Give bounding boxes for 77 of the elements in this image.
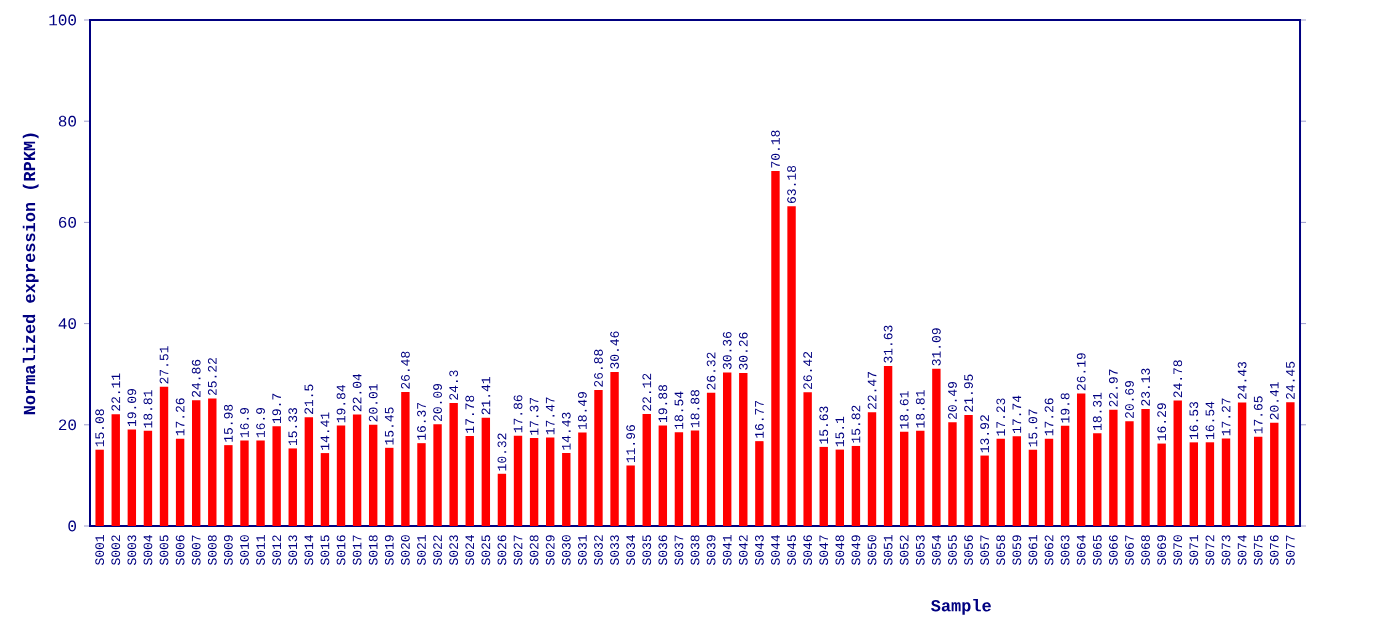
- bar: [304, 417, 314, 526]
- bar: [143, 430, 153, 526]
- bar: [835, 449, 845, 526]
- bar: [224, 445, 233, 526]
- bar: [497, 473, 507, 526]
- bar: [883, 365, 893, 526]
- bar: [1125, 421, 1134, 526]
- bar: [658, 425, 668, 526]
- bar: [1028, 449, 1038, 526]
- bar: [513, 435, 523, 526]
- bar: [368, 424, 378, 526]
- bar: [626, 465, 635, 526]
- bar: [964, 414, 973, 526]
- bar: [562, 452, 571, 526]
- bar: [1221, 438, 1231, 526]
- bar: [1237, 402, 1247, 526]
- bar: [1189, 442, 1199, 526]
- bar: [916, 430, 925, 526]
- bar: [208, 398, 217, 526]
- bar: [803, 392, 812, 526]
- bar: [771, 170, 780, 526]
- bar: [578, 432, 587, 526]
- bar: [256, 440, 265, 526]
- bar: [175, 438, 185, 526]
- bar: [433, 424, 442, 526]
- bar: [1286, 402, 1295, 526]
- bar: [980, 455, 989, 526]
- bar: [95, 449, 104, 526]
- bar: [674, 432, 684, 526]
- bar: [288, 448, 297, 526]
- bar: [529, 438, 539, 526]
- bar: [932, 368, 941, 526]
- x-axis-title: Sample: [931, 599, 991, 615]
- bar: [1205, 442, 1215, 526]
- bar: [594, 389, 603, 526]
- bar: [1270, 422, 1279, 526]
- bar: [240, 440, 249, 526]
- bar: [706, 392, 716, 526]
- bar: [996, 438, 1005, 526]
- bar: [320, 453, 330, 526]
- bar: [755, 441, 764, 526]
- bar: [1109, 409, 1118, 526]
- bar: [722, 372, 732, 526]
- bar: [272, 426, 281, 526]
- bar: [851, 445, 861, 526]
- bar: [690, 430, 700, 526]
- bar: [1060, 425, 1070, 526]
- bar: [739, 372, 748, 526]
- bar: [545, 437, 555, 526]
- bar: [336, 425, 346, 526]
- bar: [819, 446, 828, 526]
- bar: [127, 429, 137, 526]
- bar: [1076, 393, 1086, 526]
- y-axis-title: Normalized expression (RPKM): [22, 133, 39, 415]
- bar: [899, 431, 909, 526]
- bar: [449, 403, 458, 526]
- bar: [159, 386, 169, 526]
- bar: [417, 443, 426, 526]
- bar: [385, 447, 394, 526]
- bar: [1012, 436, 1022, 526]
- bar: [401, 392, 410, 526]
- bar: [352, 414, 362, 526]
- bar: [465, 436, 474, 526]
- bar: [867, 412, 877, 526]
- bar: [642, 414, 651, 526]
- bar: [1141, 408, 1150, 526]
- bar: [1093, 433, 1102, 526]
- bar: [610, 371, 619, 526]
- bar: [1157, 443, 1166, 526]
- bar: [1253, 436, 1263, 526]
- bar: [948, 422, 957, 526]
- bar: [787, 206, 796, 526]
- bar: [1173, 400, 1182, 526]
- bar: [481, 417, 491, 526]
- bar: [1044, 438, 1054, 526]
- bar: [111, 414, 120, 526]
- bar: [192, 400, 201, 526]
